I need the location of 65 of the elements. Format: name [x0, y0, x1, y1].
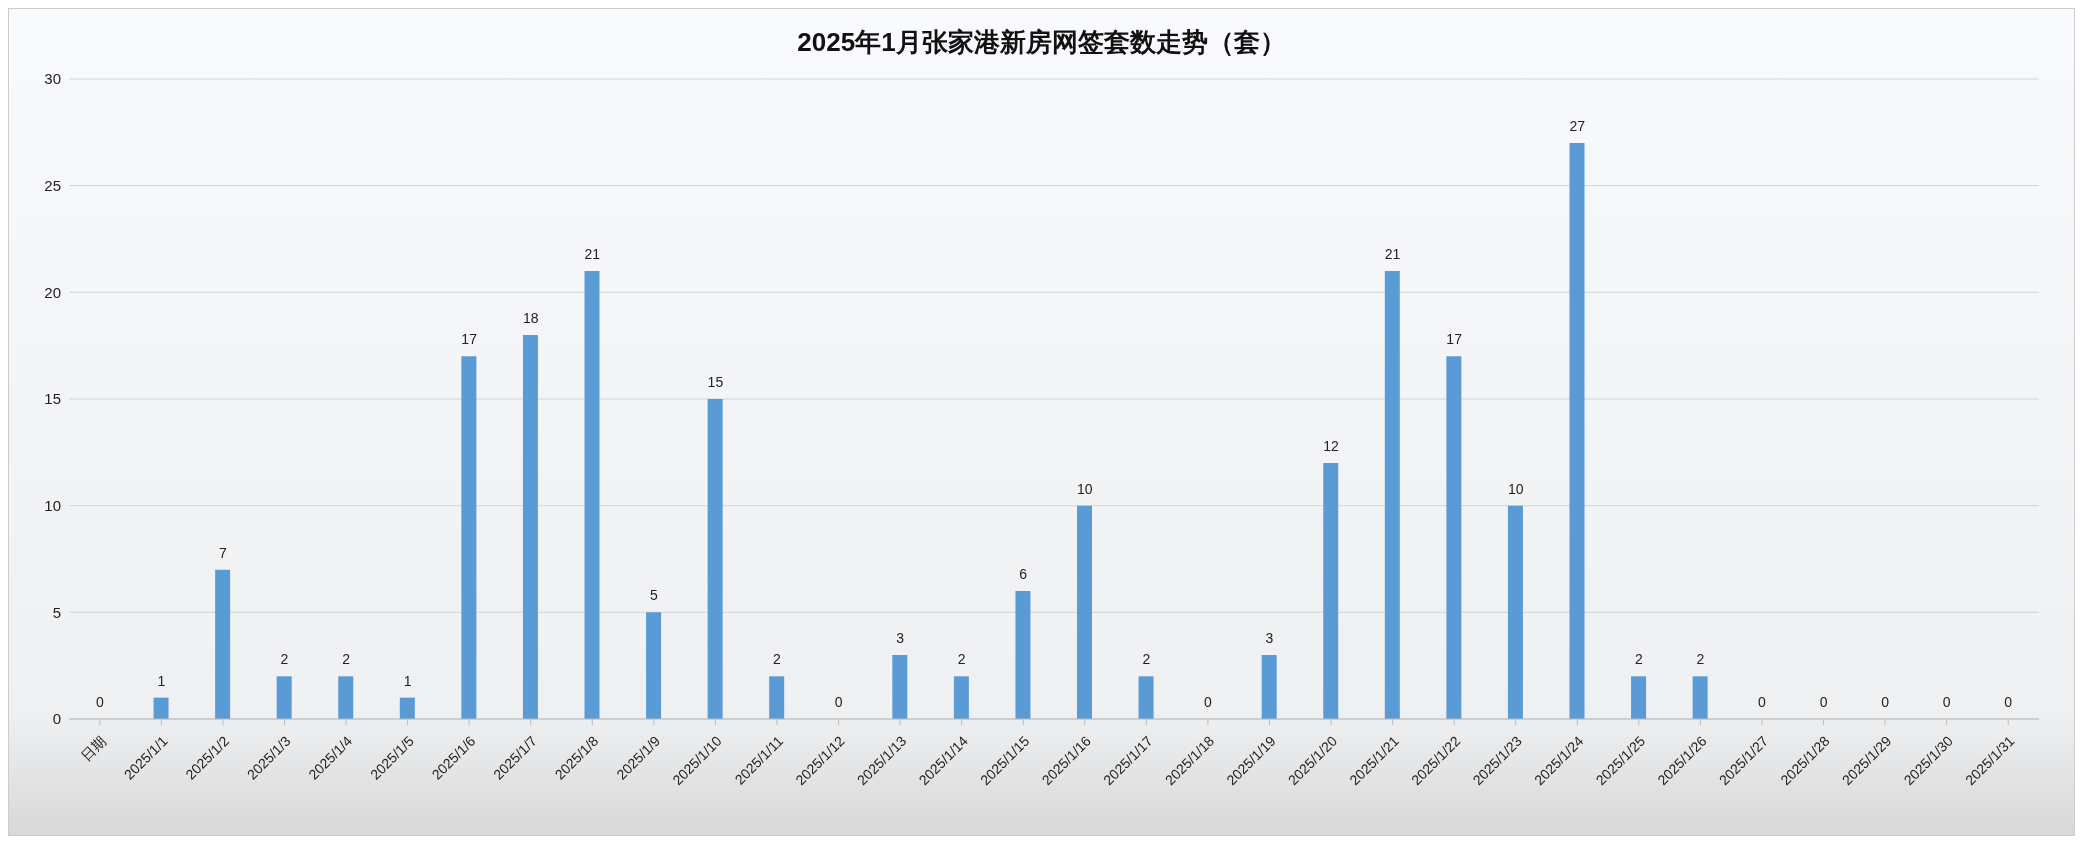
bar [1077, 505, 1092, 719]
bar [399, 697, 415, 719]
data-label: 0 [2004, 694, 2013, 710]
data-label: 0 [1204, 694, 1213, 710]
bar [1323, 463, 1339, 719]
bar [461, 356, 477, 719]
bar [707, 399, 723, 719]
data-label: 6 [1019, 566, 1028, 582]
bar [584, 271, 600, 719]
y-tick-label: 15 [44, 390, 61, 408]
data-label: 2 [1634, 651, 1643, 668]
data-label: 2 [773, 651, 782, 668]
bar [1015, 591, 1031, 719]
y-tick-label: 30 [44, 70, 61, 88]
data-label: 21 [1384, 246, 1401, 262]
data-label: 2 [1142, 651, 1151, 668]
bar [338, 676, 354, 719]
bar [1384, 271, 1400, 719]
data-label: 27 [1569, 118, 1586, 134]
bar [153, 697, 169, 719]
data-label: 0 [1758, 694, 1767, 710]
bar [1507, 505, 1523, 719]
bar [646, 612, 662, 719]
bar [215, 569, 231, 719]
y-tick-label: 5 [52, 603, 61, 621]
data-label: 0 [1942, 694, 1951, 710]
x-tick-label: 日期 [77, 732, 109, 764]
data-label: 0 [1881, 694, 1890, 710]
data-label: 17 [1446, 331, 1463, 348]
data-label: 5 [649, 587, 658, 604]
data-label: 2 [280, 651, 289, 668]
data-label: 2 [342, 651, 351, 668]
y-tick-label: 0 [52, 710, 61, 728]
y-tick-label: 25 [44, 176, 61, 194]
bar [1569, 143, 1585, 719]
data-label: 12 [1323, 438, 1340, 454]
bar [892, 655, 908, 719]
data-label: 0 [1819, 694, 1828, 710]
y-tick-label: 10 [44, 496, 61, 514]
bar [522, 335, 538, 719]
data-label: 7 [219, 544, 228, 561]
data-label: 2 [1696, 651, 1705, 668]
bar [1631, 676, 1647, 719]
data-label: 2 [957, 651, 966, 668]
data-label: 21 [584, 246, 601, 262]
data-label: 18 [522, 310, 539, 326]
data-label: 0 [95, 694, 104, 710]
data-label: 1 [403, 672, 412, 689]
chart-title: 2025年1月张家港新房网签套数走势（套） [796, 26, 1287, 59]
bar [1261, 655, 1277, 719]
bar [953, 676, 969, 719]
bar [1138, 676, 1154, 719]
data-label: 10 [1507, 480, 1524, 497]
bar [1446, 356, 1462, 719]
y-tick-label: 20 [44, 283, 61, 301]
data-label: 3 [1265, 630, 1274, 646]
data-label: 17 [461, 331, 478, 348]
bar [1692, 676, 1708, 719]
bar [276, 676, 292, 719]
data-label: 10 [1076, 480, 1093, 497]
data-label: 0 [834, 694, 843, 710]
data-label: 1 [157, 672, 166, 689]
data-label: 15 [707, 374, 724, 390]
data-label: 3 [896, 630, 905, 646]
bar [769, 676, 785, 719]
